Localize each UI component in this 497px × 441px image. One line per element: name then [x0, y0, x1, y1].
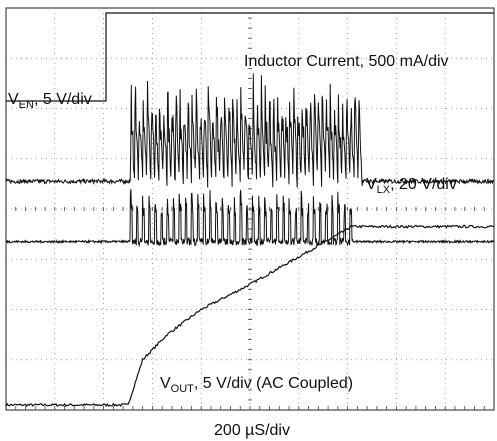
trace-inductor: [5, 73, 495, 188]
label-ven: VEN, 5 V/div: [8, 91, 92, 111]
label-vlx: VLX, 20 V/div: [366, 176, 457, 196]
trace-en: [6, 12, 494, 102]
grid: [5, 7, 495, 411]
label-vout: VOUT, 5 V/div (AC Coupled): [160, 375, 353, 395]
trace-lx: [5, 189, 495, 248]
trace-out: [5, 224, 495, 408]
label-inductor-current: Inductor Current, 500 mA/div: [244, 53, 449, 70]
x-axis-label: 200 µS/div: [214, 422, 290, 439]
traces: [5, 12, 495, 408]
